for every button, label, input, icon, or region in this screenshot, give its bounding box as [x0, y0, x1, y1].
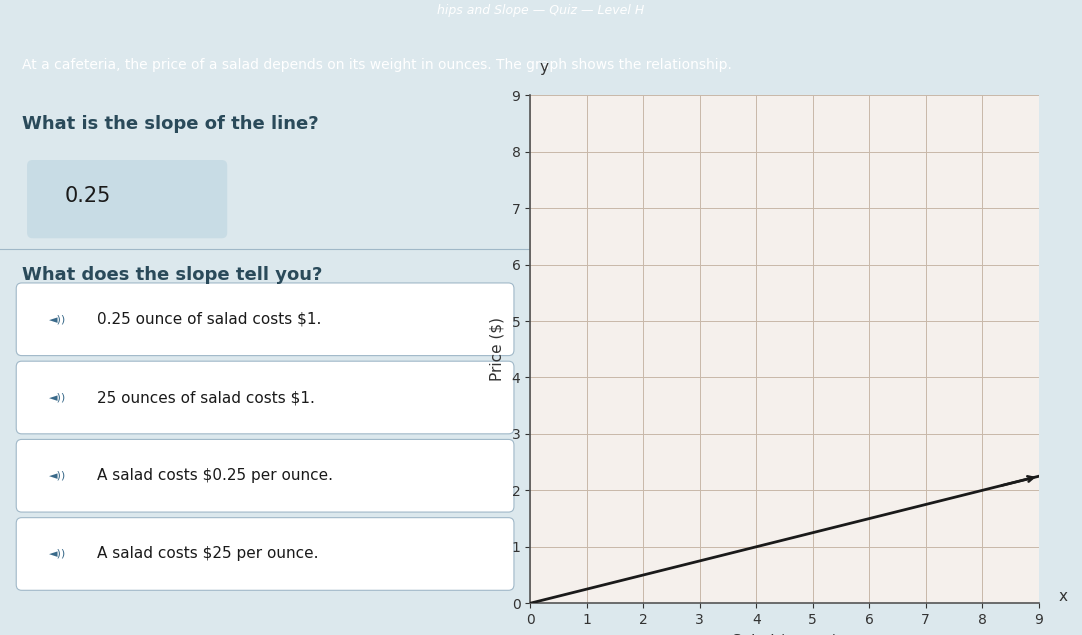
Y-axis label: Price ($): Price ($) [490, 318, 504, 381]
X-axis label: Salad (ounce): Salad (ounce) [731, 634, 837, 635]
Text: What does the slope tell you?: What does the slope tell you? [22, 266, 322, 284]
Text: ◄)): ◄)) [49, 314, 66, 324]
Text: y: y [540, 60, 549, 76]
Text: At a cafeteria, the price of a salad depends on its weight in ounces. The graph : At a cafeteria, the price of a salad dep… [22, 58, 731, 72]
Text: 0.25 ounce of salad costs $1.: 0.25 ounce of salad costs $1. [97, 312, 321, 327]
FancyBboxPatch shape [16, 361, 514, 434]
Text: 25 ounces of salad costs $1.: 25 ounces of salad costs $1. [97, 390, 315, 405]
Text: x: x [1058, 589, 1068, 604]
Text: ◄)): ◄)) [49, 471, 66, 481]
Text: ◄)): ◄)) [49, 392, 66, 403]
FancyBboxPatch shape [16, 283, 514, 356]
Text: 0.25: 0.25 [65, 186, 111, 206]
Text: hips and Slope — Quiz — Level H: hips and Slope — Quiz — Level H [437, 4, 645, 17]
FancyBboxPatch shape [27, 160, 227, 238]
FancyBboxPatch shape [16, 518, 514, 591]
FancyBboxPatch shape [16, 439, 514, 512]
Text: What is the slope of the line?: What is the slope of the line? [22, 116, 318, 133]
Text: A salad costs $0.25 per ounce.: A salad costs $0.25 per ounce. [97, 468, 333, 483]
Text: A salad costs $25 per ounce.: A salad costs $25 per ounce. [97, 547, 319, 561]
Text: ◄)): ◄)) [49, 549, 66, 559]
